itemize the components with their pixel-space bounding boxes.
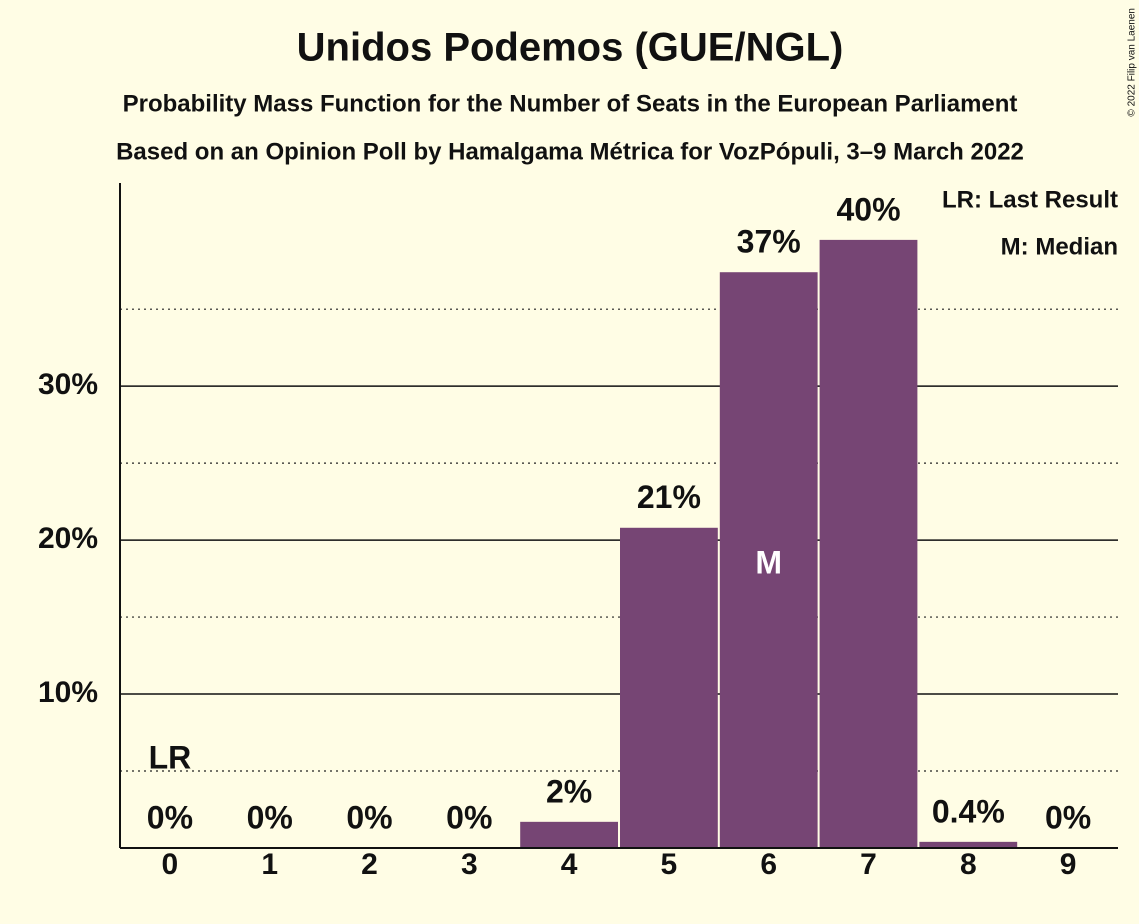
x-tick-label: 3: [461, 848, 478, 881]
value-label: 0%: [1045, 799, 1091, 835]
bar: [719, 272, 818, 848]
x-tick-label: 5: [661, 848, 678, 881]
value-label: 0%: [147, 799, 193, 835]
x-tick-label: 7: [860, 848, 877, 881]
y-tick-label: 20%: [38, 522, 98, 555]
bar: [819, 239, 918, 848]
x-tick-label: 0: [162, 848, 179, 881]
bar: [919, 841, 1018, 848]
x-tick-label: 4: [561, 848, 578, 881]
annotation: LR: [149, 739, 192, 775]
legend-entry: LR: Last Result: [942, 186, 1118, 213]
x-tick-label: 8: [960, 848, 977, 881]
value-label: 2%: [546, 773, 592, 809]
annotation: M: [755, 545, 782, 581]
x-tick-label: 9: [1060, 848, 1077, 881]
x-tick-label: 6: [760, 848, 777, 881]
chart-subtitle: Based on an Opinion Poll by Hamalgama Mé…: [116, 138, 1024, 165]
value-label: 40%: [836, 191, 900, 227]
y-tick-label: 30%: [38, 368, 98, 401]
y-tick-label: 10%: [38, 676, 98, 709]
chart-title: Unidos Podemos (GUE/NGL): [297, 26, 844, 70]
x-tick-label: 2: [361, 848, 378, 881]
value-label: 0.4%: [932, 793, 1005, 829]
value-label: 0%: [247, 799, 293, 835]
value-label: 21%: [637, 479, 701, 515]
value-label: 37%: [737, 224, 801, 260]
x-tick-label: 1: [261, 848, 278, 881]
value-label: 0%: [446, 799, 492, 835]
value-label: 0%: [346, 799, 392, 835]
bar: [620, 527, 718, 848]
copyright: © 2022 Filip van Laenen: [1127, 8, 1138, 117]
legend-entry: M: Median: [1001, 233, 1118, 260]
chart-subtitle: Probability Mass Function for the Number…: [123, 90, 1018, 117]
bar: [520, 821, 618, 848]
